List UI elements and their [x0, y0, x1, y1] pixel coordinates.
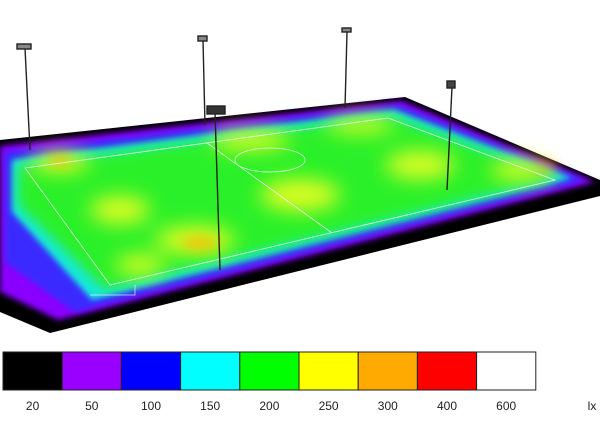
- legend-label: 300: [378, 399, 398, 413]
- legend-swatch: [239, 351, 300, 391]
- legend-label: 250: [319, 399, 339, 413]
- legend-label: 50: [85, 399, 99, 413]
- legend-swatch: [476, 351, 537, 391]
- legend-swatch: [61, 351, 122, 391]
- legend-swatch: [416, 351, 478, 391]
- legend-label: 200: [259, 399, 279, 413]
- legend-label: 400: [437, 399, 457, 413]
- legend-label: 150: [200, 399, 220, 413]
- legend-swatch: [357, 351, 418, 391]
- legend-label: 20: [26, 399, 40, 413]
- legend-swatch: [2, 351, 63, 391]
- field-render: [0, 97, 600, 333]
- legend-swatch: [120, 351, 182, 391]
- light-poles: [16, 27, 456, 271]
- legend-swatch: [180, 351, 241, 391]
- legend-label: 100: [141, 399, 161, 413]
- legend-unit: lx: [588, 399, 597, 413]
- legend-label: 600: [496, 399, 516, 413]
- legend-swatch: [298, 351, 359, 391]
- color-legend: 20 50 100 150 200 250 300 400 600 lx: [2, 351, 597, 413]
